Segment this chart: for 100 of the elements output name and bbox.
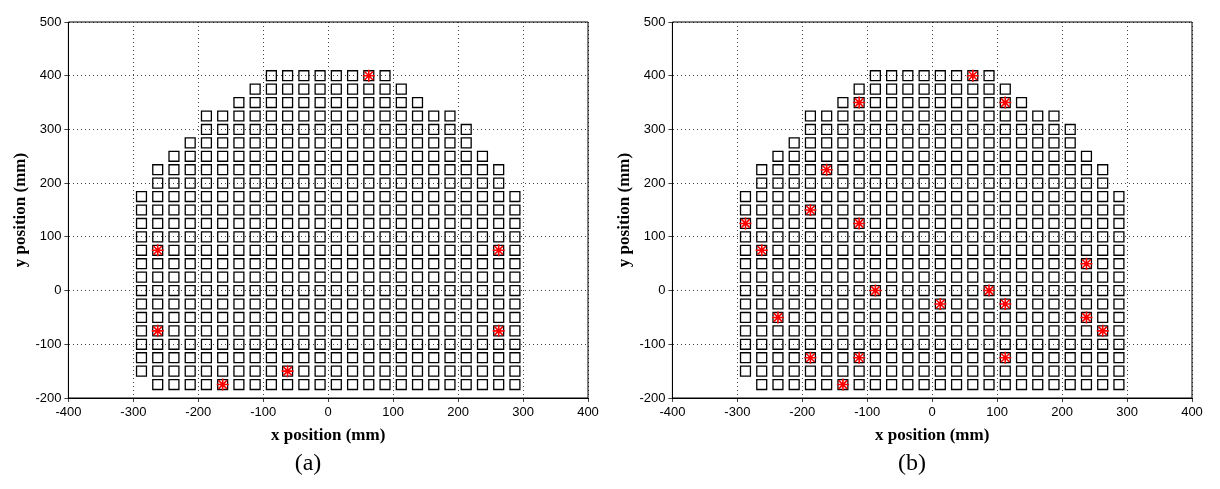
point [869,177,881,189]
point [460,190,472,203]
point [330,284,342,297]
point [1080,284,1093,297]
point [298,244,310,256]
point [444,177,456,189]
point [314,231,326,243]
point [772,231,784,243]
point [1064,164,1076,176]
point [1048,298,1060,310]
point [1080,352,1093,364]
point [411,110,424,122]
point [184,150,196,162]
point [902,83,914,95]
point [265,150,277,162]
point [249,244,261,256]
x-tick-label: -300 [724,404,751,420]
point [184,325,196,337]
x-tick-label: -200 [185,404,212,420]
point [902,244,914,256]
point [886,96,898,109]
point [168,325,180,337]
point [233,150,245,162]
point [330,258,342,270]
point [983,298,995,310]
point [886,83,898,95]
point [200,217,213,230]
point [395,96,407,109]
point [853,325,865,337]
point [772,164,784,176]
point [837,177,849,189]
x-tick-label: -100 [250,404,277,420]
point [804,217,817,230]
point [330,311,342,324]
point [282,325,294,337]
point [837,96,849,109]
point [346,190,359,203]
point [886,352,898,364]
point [869,137,881,149]
point [1097,204,1109,216]
point [217,298,229,310]
point [200,338,213,350]
point [886,164,898,176]
point [346,204,359,216]
point [476,298,489,310]
point [249,231,261,243]
point [1097,365,1109,377]
point [411,150,424,162]
point [493,365,505,377]
point [298,338,310,350]
x-tick-label: 300 [1116,404,1138,420]
x-tick-label: 0 [928,404,936,420]
point [363,271,375,283]
point [298,137,310,149]
point [772,150,784,162]
point [837,137,849,149]
point [395,338,407,350]
point [168,378,180,391]
point [886,298,898,310]
point [918,70,930,82]
point [1113,271,1125,283]
point [184,271,196,283]
point [837,338,849,350]
point [363,284,375,297]
point [1032,150,1044,162]
point [217,110,229,122]
point [444,325,456,337]
point [1048,352,1060,364]
point [1015,217,1028,230]
y-tick-label: 300 [643,121,666,137]
point [493,164,505,176]
point [379,190,391,203]
point [184,298,196,310]
y-tick-label: 400 [643,67,666,83]
point [934,311,946,324]
point [363,338,375,350]
point [804,137,817,149]
point [282,338,294,350]
point [902,164,914,176]
point [886,258,898,270]
point [983,365,995,377]
point [460,365,472,377]
point [983,352,995,364]
point [428,325,440,337]
point [330,123,342,136]
point [152,352,164,364]
point [200,271,213,283]
point [999,217,1011,230]
point [135,365,148,377]
point [918,217,930,230]
point [314,190,326,203]
point [444,110,456,122]
point [152,298,164,310]
point [1015,164,1028,176]
point [1048,177,1060,189]
point [265,96,277,109]
y-tick-label: 200 [39,174,62,190]
point [200,150,213,162]
point [1064,365,1076,377]
point [869,123,881,136]
